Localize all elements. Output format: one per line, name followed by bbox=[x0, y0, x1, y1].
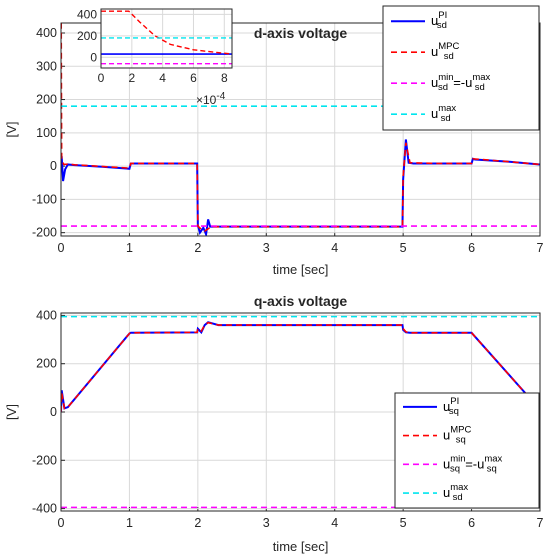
inset-y-tick-label: 400 bbox=[77, 7, 97, 21]
inset-frame bbox=[100, 8, 233, 69]
y-tick-label: 100 bbox=[36, 126, 57, 140]
x-tick-label: 5 bbox=[400, 516, 407, 530]
legend-entry-label: umin sq =-umax sq bbox=[443, 453, 503, 474]
y-tick-label: 400 bbox=[36, 308, 57, 322]
inset-x-tick-label: 8 bbox=[221, 71, 228, 85]
y-axis-label: [V] bbox=[4, 122, 19, 138]
y-tick-label: 0 bbox=[50, 405, 57, 419]
y-axis-label: [V] bbox=[4, 404, 19, 420]
x-tick-label: 6 bbox=[468, 516, 475, 530]
inset-x-scale-label: ×10-4 bbox=[196, 91, 226, 107]
y-tick-label: 200 bbox=[36, 93, 57, 107]
axes-frame bbox=[60, 312, 541, 512]
y-tick-label: 400 bbox=[36, 26, 57, 40]
inset-series-line bbox=[101, 10, 232, 55]
legend-entry-label: umin sd =-umax sd bbox=[431, 72, 491, 93]
axes-frame bbox=[60, 22, 541, 237]
legend: uPI sq uMPC sq umin sq =-umax sq umax sd bbox=[394, 392, 540, 509]
inset-y-tick-label: 200 bbox=[77, 29, 97, 43]
y-tick-label: -100 bbox=[32, 192, 57, 206]
series-group bbox=[61, 315, 540, 509]
series-line-u_sq^MPC bbox=[61, 321, 540, 413]
x-tick-label: 3 bbox=[263, 516, 270, 530]
x-tick-label: 0 bbox=[58, 241, 65, 255]
x-tick-label: 4 bbox=[331, 516, 338, 530]
legend-entry-label: uPI sq bbox=[443, 396, 459, 417]
inset-x-tick-label: 6 bbox=[190, 71, 197, 85]
x-axis-label: time [sec] bbox=[273, 539, 329, 554]
chart-title: d-axis voltage bbox=[254, 25, 348, 41]
y-tick-label: 0 bbox=[50, 159, 57, 173]
x-tick-label: 1 bbox=[126, 241, 133, 255]
legend: uPI sd uMPC sd umin sd =-umax sd umax sd bbox=[382, 5, 540, 131]
x-tick-label: 3 bbox=[263, 241, 270, 255]
y-tick-label: -200 bbox=[32, 453, 57, 467]
inset-chart: 0 2 4 6 8 0 200 400 ×10-4 bbox=[77, 7, 233, 107]
x-tick-label: 0 bbox=[58, 516, 65, 530]
inset-x-tick-label: 0 bbox=[98, 71, 105, 85]
y-tick-label: 300 bbox=[36, 59, 57, 73]
x-tick-label: 4 bbox=[331, 241, 338, 255]
y-tick-label: -200 bbox=[32, 226, 57, 240]
legend-entry-label: umax sd bbox=[443, 482, 468, 503]
series-group bbox=[61, 23, 540, 236]
chart-title: q-axis voltage bbox=[254, 293, 348, 309]
legend-entry-label: uPI sd bbox=[431, 10, 447, 31]
y-tick-label: 200 bbox=[36, 357, 57, 371]
q-axis-chart: 0 1 2 3 4 5 6 7 -400 -200 0 200 400 q-axis voltage tim… bbox=[4, 293, 544, 554]
legend-entry-label: uMPC sd bbox=[431, 41, 459, 62]
legend-box bbox=[382, 5, 540, 131]
inset-series-group bbox=[101, 10, 232, 65]
legend-entry-label: uMPC sq bbox=[443, 425, 471, 446]
legend-entry-label: umax sd bbox=[431, 103, 456, 124]
legend-box bbox=[394, 392, 540, 509]
x-tick-label: 2 bbox=[194, 516, 201, 530]
x-tick-label: 6 bbox=[468, 241, 475, 255]
y-tick-label: -400 bbox=[32, 502, 57, 516]
x-tick-label: 2 bbox=[194, 241, 201, 255]
x-tick-label: 7 bbox=[537, 241, 544, 255]
inset-y-tick-label: 0 bbox=[90, 50, 97, 64]
x-tick-label: 5 bbox=[400, 241, 407, 255]
x-axis-label: time [sec] bbox=[273, 262, 329, 277]
x-tick-label: 1 bbox=[126, 516, 133, 530]
inset-x-tick-label: 4 bbox=[159, 71, 166, 85]
inset-x-tick-label: 2 bbox=[128, 71, 135, 85]
x-tick-label: 7 bbox=[537, 516, 544, 530]
